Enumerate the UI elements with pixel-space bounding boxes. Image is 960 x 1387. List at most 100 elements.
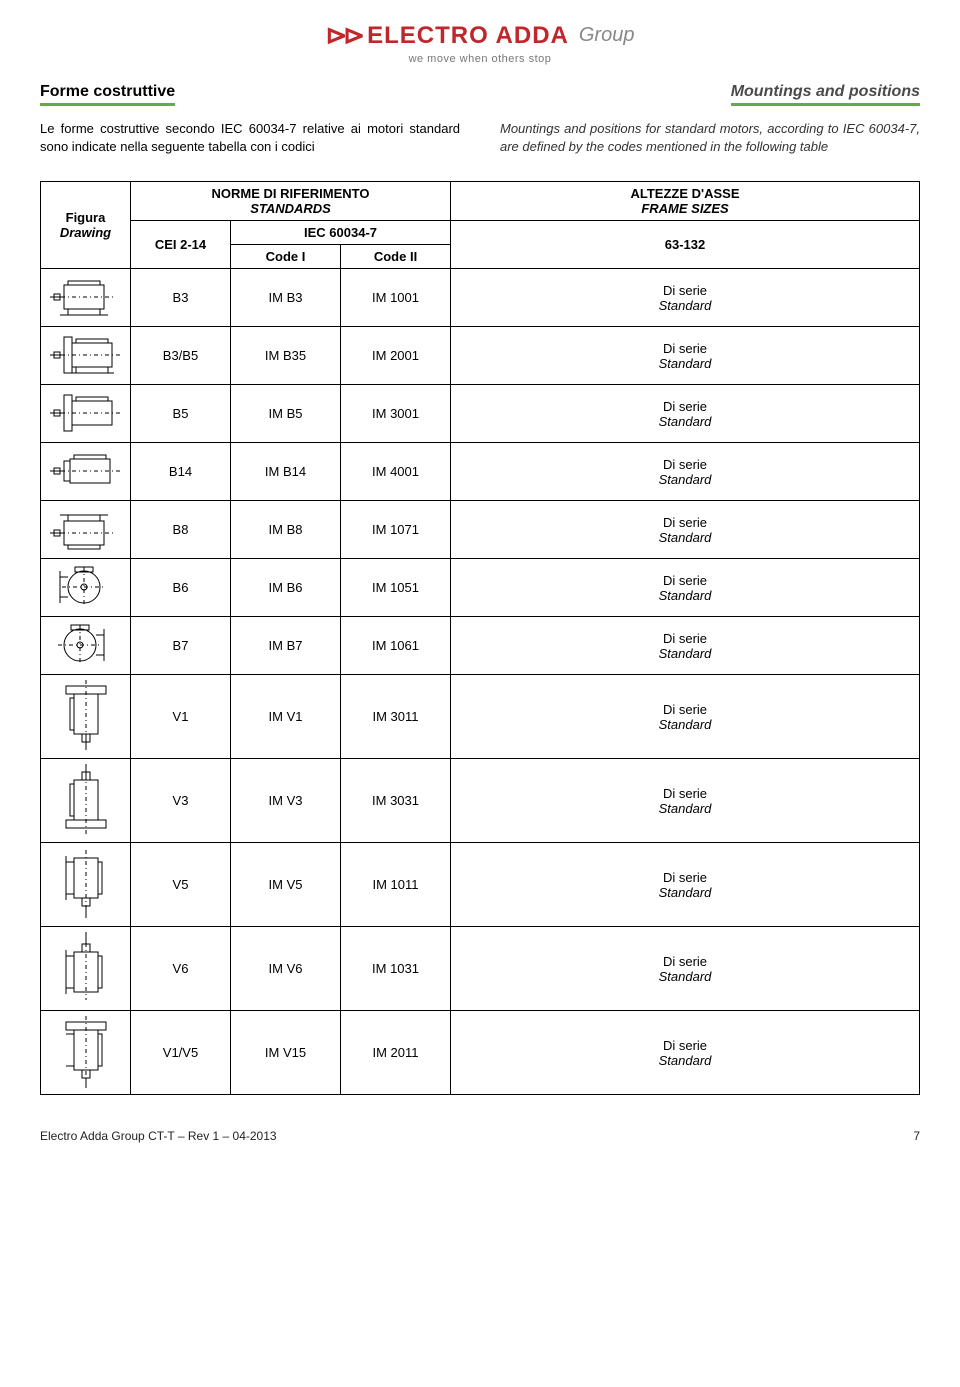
logo-group: Group bbox=[579, 24, 635, 47]
cell-cei: B14 bbox=[131, 443, 231, 501]
drawing-icon bbox=[41, 675, 131, 759]
cell-code1: IM V6 bbox=[231, 927, 341, 1011]
th-cei: CEI 2-14 bbox=[131, 221, 231, 269]
cell-code1: IM B8 bbox=[231, 501, 341, 559]
cell-cei: B3 bbox=[131, 269, 231, 327]
intro-text-it: Le forme costruttive secondo IEC 60034-7… bbox=[40, 120, 460, 155]
drawing-icon bbox=[41, 443, 131, 501]
th-figura: Figura bbox=[66, 210, 106, 225]
cell-frame-size: Di serieStandard bbox=[451, 269, 920, 327]
table-row: B5IM B5IM 3001Di serieStandard bbox=[41, 385, 920, 443]
cell-code2: IM 1071 bbox=[341, 501, 451, 559]
th-code2: Code II bbox=[341, 245, 451, 269]
cell-code1: IM V5 bbox=[231, 843, 341, 927]
cell-code2: IM 2001 bbox=[341, 327, 451, 385]
table-row: V6IM V6IM 1031Di serieStandard bbox=[41, 927, 920, 1011]
cell-frame-size: Di serieStandard bbox=[451, 675, 920, 759]
footer-right: 7 bbox=[913, 1129, 920, 1143]
cell-code2: IM 1001 bbox=[341, 269, 451, 327]
section-title-en: Mountings and positions bbox=[731, 83, 920, 106]
cell-frame-size: Di serieStandard bbox=[451, 443, 920, 501]
drawing-icon bbox=[41, 843, 131, 927]
brand-logo: ⊳⊳ ELECTRO ADDA Group we move when other… bbox=[40, 20, 920, 65]
page-footer: Electro Adda Group CT-T – Rev 1 – 04-201… bbox=[40, 1129, 920, 1143]
cell-code2: IM 1061 bbox=[341, 617, 451, 675]
cell-code2: IM 1011 bbox=[341, 843, 451, 927]
table-row: B14IM B14IM 4001Di serieStandard bbox=[41, 443, 920, 501]
th-drawing: Drawing bbox=[60, 225, 111, 240]
th-code1: Code I bbox=[231, 245, 341, 269]
section-title-it: Forme costruttive bbox=[40, 83, 175, 106]
cell-cei: V1/V5 bbox=[131, 1011, 231, 1095]
cell-code2: IM 3031 bbox=[341, 759, 451, 843]
cell-cei: B5 bbox=[131, 385, 231, 443]
cell-code1: IM B7 bbox=[231, 617, 341, 675]
drawing-icon bbox=[41, 1011, 131, 1095]
table-row: B6IM B6IM 1051Di serieStandard bbox=[41, 559, 920, 617]
drawing-icon bbox=[41, 385, 131, 443]
cell-cei: V6 bbox=[131, 927, 231, 1011]
cell-frame-size: Di serieStandard bbox=[451, 927, 920, 1011]
cell-frame-size: Di serieStandard bbox=[451, 1011, 920, 1095]
cell-frame-size: Di serieStandard bbox=[451, 759, 920, 843]
cell-frame-size: Di serieStandard bbox=[451, 327, 920, 385]
cell-code1: IM V1 bbox=[231, 675, 341, 759]
cell-cei: B3/B5 bbox=[131, 327, 231, 385]
th-norme: NORME DI RIFERIMENTO bbox=[212, 186, 370, 201]
table-row: V1IM V1IM 3011Di serieStandard bbox=[41, 675, 920, 759]
table-row: V3IM V3IM 3031Di serieStandard bbox=[41, 759, 920, 843]
cell-cei: B8 bbox=[131, 501, 231, 559]
drawing-icon bbox=[41, 501, 131, 559]
drawing-icon bbox=[41, 927, 131, 1011]
logo-brand: ELECTRO ADDA bbox=[367, 22, 569, 50]
drawing-icon bbox=[41, 759, 131, 843]
cell-cei: B6 bbox=[131, 559, 231, 617]
drawing-icon bbox=[41, 559, 131, 617]
cell-frame-size: Di serieStandard bbox=[451, 385, 920, 443]
table-row: B8IM B8IM 1071Di serieStandard bbox=[41, 501, 920, 559]
cell-cei: V1 bbox=[131, 675, 231, 759]
th-iec: IEC 60034-7 bbox=[231, 221, 451, 245]
drawing-icon bbox=[41, 269, 131, 327]
table-row: V1/V5IM V15IM 2011Di serieStandard bbox=[41, 1011, 920, 1095]
cell-code2: IM 2011 bbox=[341, 1011, 451, 1095]
cell-code1: IM B3 bbox=[231, 269, 341, 327]
cell-cei: V5 bbox=[131, 843, 231, 927]
cell-code1: IM B35 bbox=[231, 327, 341, 385]
footer-left: Electro Adda Group CT-T – Rev 1 – 04-201… bbox=[40, 1129, 277, 1143]
cell-code2: IM 4001 bbox=[341, 443, 451, 501]
th-standards: STANDARDS bbox=[250, 201, 331, 216]
cell-frame-size: Di serieStandard bbox=[451, 617, 920, 675]
cell-code2: IM 1051 bbox=[341, 559, 451, 617]
cell-frame-size: Di serieStandard bbox=[451, 559, 920, 617]
cell-code1: IM V15 bbox=[231, 1011, 341, 1095]
th-altezze: ALTEZZE D'ASSE bbox=[631, 186, 740, 201]
th-range: 63-132 bbox=[451, 221, 920, 269]
cell-code2: IM 1031 bbox=[341, 927, 451, 1011]
cell-cei: V3 bbox=[131, 759, 231, 843]
drawing-icon bbox=[41, 327, 131, 385]
cell-cei: B7 bbox=[131, 617, 231, 675]
cell-code2: IM 3001 bbox=[341, 385, 451, 443]
drawing-icon bbox=[41, 617, 131, 675]
table-row: B3/B5IM B35IM 2001Di serieStandard bbox=[41, 327, 920, 385]
logo-icon: ⊳⊳ bbox=[326, 20, 362, 51]
table-header: Figura Drawing NORME DI RIFERIMENTO STAN… bbox=[41, 182, 920, 269]
table-row: B3IM B3IM 1001Di serieStandard bbox=[41, 269, 920, 327]
cell-code1: IM B5 bbox=[231, 385, 341, 443]
intro-columns: Le forme costruttive secondo IEC 60034-7… bbox=[40, 120, 920, 155]
cell-frame-size: Di serieStandard bbox=[451, 501, 920, 559]
cell-frame-size: Di serieStandard bbox=[451, 843, 920, 927]
section-heading-row: Forme costruttive Mountings and position… bbox=[40, 83, 920, 106]
th-frame: FRAME SIZES bbox=[641, 201, 728, 216]
logo-tagline: we move when others stop bbox=[326, 53, 635, 65]
table-body: B3IM B3IM 1001Di serieStandardB3/B5IM B3… bbox=[41, 269, 920, 1095]
cell-code1: IM V3 bbox=[231, 759, 341, 843]
mounting-table: Figura Drawing NORME DI RIFERIMENTO STAN… bbox=[40, 181, 920, 1095]
table-row: V5IM V5IM 1011Di serieStandard bbox=[41, 843, 920, 927]
intro-text-en: Mountings and positions for standard mot… bbox=[500, 120, 920, 155]
cell-code1: IM B14 bbox=[231, 443, 341, 501]
cell-code2: IM 3011 bbox=[341, 675, 451, 759]
cell-code1: IM B6 bbox=[231, 559, 341, 617]
table-row: B7IM B7IM 1061Di serieStandard bbox=[41, 617, 920, 675]
